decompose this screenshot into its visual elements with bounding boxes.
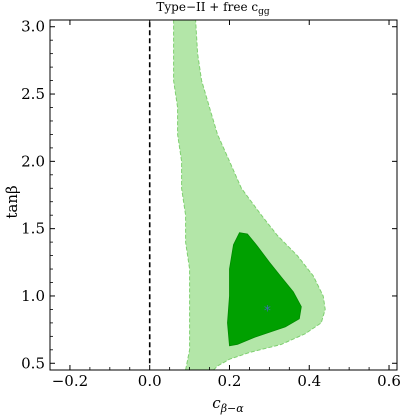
y-axis-label: tanβ bbox=[3, 185, 21, 218]
x-tick-label: 0.2 bbox=[218, 372, 242, 390]
y-tick-label: 1.5 bbox=[21, 220, 45, 238]
chart-title: Type−II + free cgg bbox=[156, 0, 269, 17]
x-tick-label: 0.4 bbox=[297, 372, 321, 390]
y-tick-label: 0.5 bbox=[21, 354, 45, 372]
x-axis-ticks: −0.2 0.0 0.2 0.4 0.6 bbox=[49, 20, 401, 390]
x-tick-label: 0.6 bbox=[377, 372, 401, 390]
y-tick-label: 2.0 bbox=[21, 152, 45, 170]
y-tick-label: 3.0 bbox=[21, 18, 45, 36]
y-tick-label: 1.0 bbox=[21, 287, 45, 305]
plot-area: * bbox=[49, 19, 398, 371]
plot-frame bbox=[49, 19, 398, 371]
y-tick-label: 2.5 bbox=[21, 85, 45, 103]
best-fit-marker: * bbox=[264, 303, 271, 319]
x-tick-label: 0.0 bbox=[138, 372, 162, 390]
y-axis-ticks: 0.5 1.0 1.5 2.0 2.5 3.0 bbox=[21, 18, 397, 372]
outer-confidence-region bbox=[173, 19, 326, 371]
x-tick-label: −0.2 bbox=[52, 372, 88, 390]
inner-confidence-region bbox=[227, 232, 302, 347]
x-axis-label: cβ−α bbox=[212, 394, 244, 415]
